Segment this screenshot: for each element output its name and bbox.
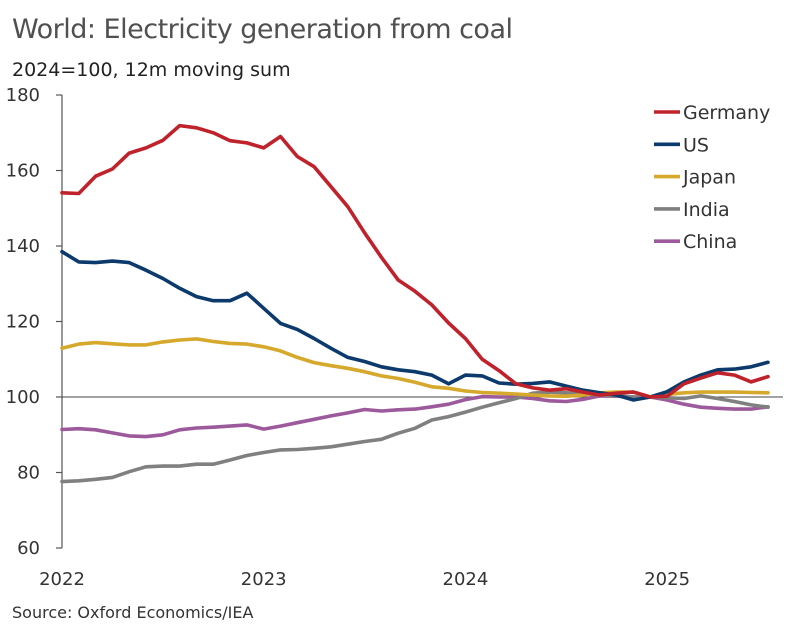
- x-tick-label: 2023: [241, 569, 287, 590]
- source-note: Source: Oxford Economics/IEA: [12, 603, 254, 622]
- series-line-japan: [60, 337, 770, 399]
- series-line-china: [60, 394, 770, 439]
- chart-subtitle: 2024=100, 12m moving sum: [12, 59, 291, 81]
- chart-title: World: Electricity generation from coal: [12, 14, 513, 45]
- series-lines: [60, 123, 770, 484]
- legend-label: China: [683, 231, 737, 253]
- legend-label: India: [683, 199, 730, 221]
- y-tick-label: 160: [6, 161, 40, 182]
- legend: Germany US Japan India China: [654, 102, 770, 253]
- legend-item-india: India: [654, 199, 730, 221]
- legend-item-china: China: [654, 231, 737, 253]
- axes: 60 80 100 120 140 160 180 2022 2023 2024 2025: [6, 85, 783, 590]
- legend-label: US: [683, 134, 709, 156]
- legend-label: Japan: [682, 167, 736, 189]
- y-tick-label: 80: [17, 463, 40, 484]
- series-line-us: [60, 249, 770, 402]
- x-tick-label: 2025: [644, 569, 690, 590]
- legend-item-japan: Japan: [654, 167, 736, 189]
- legend-label: Germany: [683, 102, 770, 124]
- y-tick-label: 120: [6, 312, 40, 333]
- legend-item-germany: Germany: [654, 102, 770, 124]
- y-tick-label: 100: [6, 387, 40, 408]
- x-tick-label: 2022: [39, 569, 85, 590]
- y-tick-label: 60: [17, 538, 40, 559]
- y-tick-label: 140: [6, 236, 40, 257]
- x-tick-label: 2024: [443, 569, 489, 590]
- series-line-india: [60, 390, 770, 484]
- y-tick-label: 180: [6, 85, 40, 106]
- legend-item-us: US: [654, 134, 709, 156]
- series-line-germany: [60, 123, 770, 399]
